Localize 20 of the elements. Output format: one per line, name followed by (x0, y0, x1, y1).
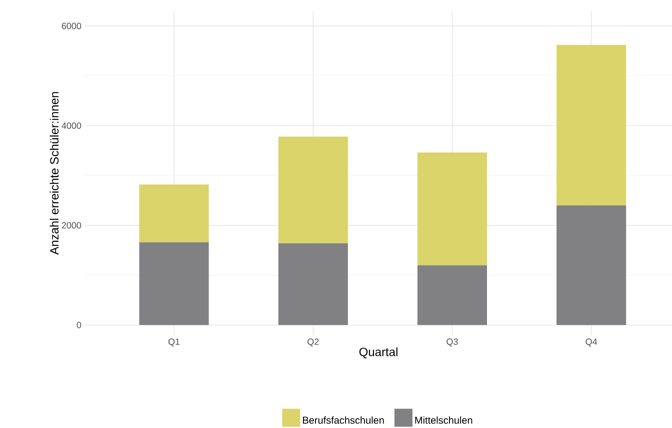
y-tick-label: 2000 (62, 222, 82, 229)
bar (556, 44, 626, 206)
bar (139, 184, 209, 242)
bar (278, 243, 348, 326)
bar (556, 205, 626, 326)
legend-label: Mittelschulen (415, 416, 472, 424)
bar (417, 265, 487, 326)
x-tick-label: Q1 (168, 338, 180, 346)
bar (417, 152, 487, 266)
y-axis-title: Anzahl erreichte Schüler:innen (50, 92, 59, 255)
y-tick-label: 0 (76, 322, 82, 328)
legend-label: Berufsfachschulen (303, 416, 384, 424)
y-tick-label: 6000 (62, 22, 82, 30)
x-tick-label: Q2 (308, 338, 319, 346)
bar (139, 242, 209, 326)
x-axis-title: Quartal (359, 347, 398, 358)
x-tick-label: Q3 (446, 338, 458, 346)
x-tick-label: Q4 (586, 338, 598, 346)
bar (278, 136, 348, 244)
y-tick-label: 4000 (62, 122, 82, 129)
